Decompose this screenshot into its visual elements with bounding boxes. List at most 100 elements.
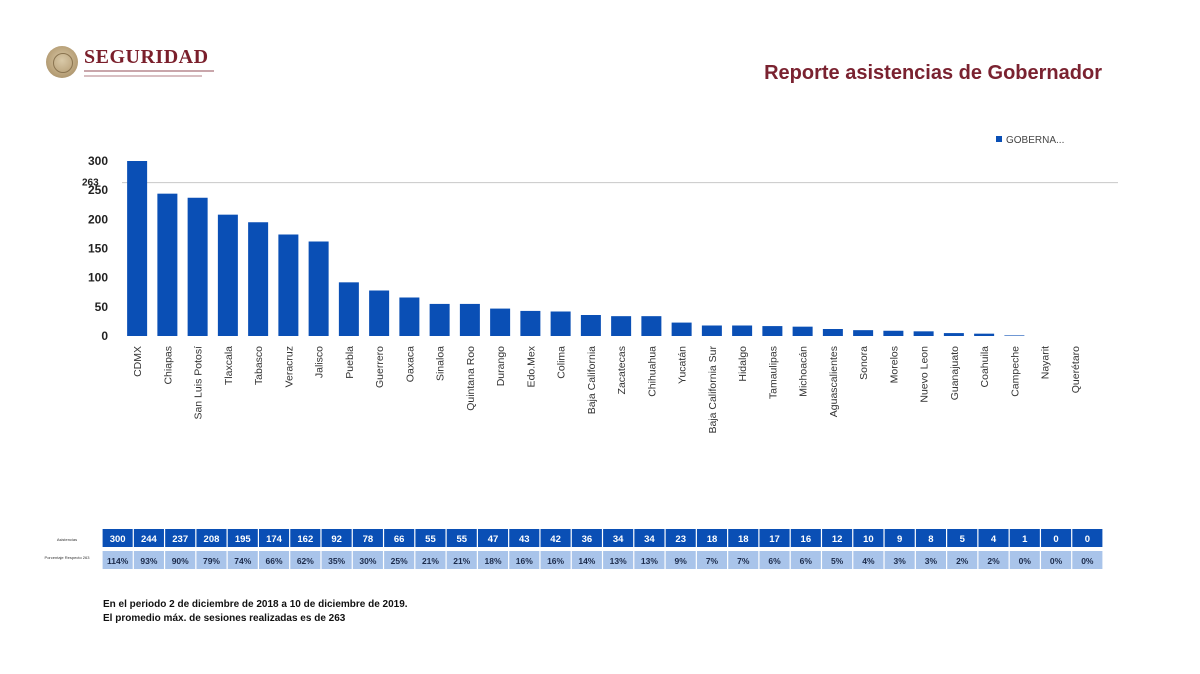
table-percent-text: 5% (831, 556, 844, 566)
table-percent-text: 13% (641, 556, 658, 566)
table-cell-value (259, 529, 290, 547)
category-label: Veracruz (283, 346, 295, 387)
table-cell-percent (509, 551, 540, 569)
table-value-text: 17 (769, 534, 780, 545)
table-cell-value (665, 529, 696, 547)
table-value-text: 9 (897, 534, 902, 545)
category-label: Zacatecas (616, 346, 628, 394)
reference-line-label: 263 (82, 178, 99, 189)
table-cell-percent (352, 551, 383, 569)
table-value-text: 55 (425, 534, 436, 545)
table-cell-value (227, 529, 258, 547)
table-value-text: 237 (172, 534, 188, 545)
category-label: Chiapas (162, 346, 174, 385)
category-label: Aguascalientes (828, 346, 840, 417)
category-label: Morelos (888, 346, 900, 383)
table-percent-text: 30% (359, 556, 376, 566)
table-cell-value (978, 529, 1009, 547)
table-value-text: 42 (550, 534, 561, 545)
table-value-text: 4 (991, 534, 997, 545)
table-value-text: 0 (1053, 534, 1058, 545)
y-tick-label: 300 (88, 154, 108, 168)
category-label: Sinaloa (435, 346, 447, 381)
category-label: Sonora (858, 346, 870, 380)
category-label: Guanajuato (949, 346, 961, 400)
logo-title: SEGURIDAD (84, 46, 209, 68)
table-percent-text: 7% (737, 556, 750, 566)
bar (127, 161, 148, 336)
seguridad-logo: SEGURIDAD (46, 44, 236, 84)
table-cell-value (571, 529, 602, 547)
table-percent-text: 2% (987, 556, 1000, 566)
table-cell-percent (1009, 551, 1040, 569)
national-seal-icon (46, 46, 78, 78)
period-note: En el periodo 2 de diciembre de 2018 a 1… (103, 599, 408, 610)
table-value-text: 0 (1085, 534, 1090, 545)
table-percent-text: 4% (862, 556, 875, 566)
table-percent-text: 62% (297, 556, 314, 566)
category-label: Colima (556, 346, 568, 379)
bar (853, 330, 874, 336)
table-percent-text: 16% (547, 556, 564, 566)
bar (369, 290, 390, 336)
category-label: Tlaxcala (223, 346, 235, 385)
table-row-label-attendance: Asistencias (57, 537, 77, 542)
category-label: Baja California (586, 346, 598, 414)
table-cell-value (634, 529, 665, 547)
category-label: Yucatán (677, 346, 689, 384)
table-cell-value (853, 529, 884, 547)
table-percent-text: 0% (1081, 556, 1094, 566)
table-cell-percent (321, 551, 352, 569)
category-label: Oaxaca (404, 346, 416, 382)
table-cell-value (415, 529, 446, 547)
table-percent-text: 3% (894, 556, 907, 566)
bar (550, 311, 571, 336)
bar (974, 333, 995, 336)
table-cell-value (133, 529, 164, 547)
table-percent-text: 90% (172, 556, 189, 566)
table-percent-text: 35% (328, 556, 345, 566)
table-cell-percent (884, 551, 915, 569)
table-value-text: 18 (738, 534, 749, 545)
table-percent-text: 25% (391, 556, 408, 566)
category-label: Coahuila (979, 346, 991, 388)
table-cell-percent (665, 551, 696, 569)
category-label: Baja California Sur (707, 346, 719, 434)
table-value-text: 300 (110, 534, 126, 545)
table-percent-text: 6% (800, 556, 813, 566)
y-tick-label: 0 (101, 329, 108, 343)
table-value-text: 55 (456, 534, 467, 545)
table-value-text: 23 (675, 534, 686, 545)
table-percent-text: 66% (266, 556, 283, 566)
table-cell-value (1072, 529, 1103, 547)
table-cell-value (728, 529, 759, 547)
category-label: Tamaulipas (767, 346, 779, 399)
table-value-text: 34 (644, 534, 655, 545)
table-cell-percent (915, 551, 946, 569)
table-cell-percent (259, 551, 290, 569)
category-label: CDMX (132, 346, 144, 377)
table-cell-value (947, 529, 978, 547)
table-value-text: 162 (297, 534, 313, 545)
bar (641, 316, 662, 336)
category-label: Nayarit (1040, 346, 1052, 379)
table-cell-percent (1072, 551, 1103, 569)
table-value-text: 8 (928, 534, 933, 545)
table-cell-percent (728, 551, 759, 569)
table-cell-value (696, 529, 728, 547)
table-value-text: 195 (235, 534, 252, 545)
legend-label: GOBERNA... (1006, 135, 1064, 146)
table-percent-text: 21% (422, 556, 439, 566)
table-value-text: 208 (204, 534, 220, 545)
table-percent-text: 114% (107, 556, 129, 566)
category-label: Quintana Roo (465, 346, 477, 411)
bar (520, 310, 541, 336)
table-cell-percent (853, 551, 884, 569)
table-percent-text: 0% (1050, 556, 1063, 566)
legend-swatch (996, 136, 1002, 142)
table-cell-percent (165, 551, 196, 569)
average-note: El promedio máx. de sesiones realizadas … (103, 613, 346, 624)
table-percent-text: 6% (768, 556, 781, 566)
table-row-label-percentage: Porcentaje Respecto 263 (45, 555, 91, 560)
